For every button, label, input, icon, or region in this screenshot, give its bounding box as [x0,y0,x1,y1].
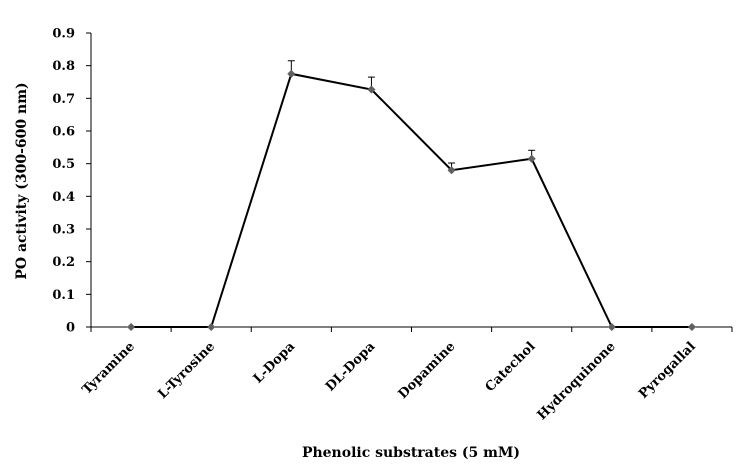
x-category-label: Catechol [483,339,539,395]
y-tick-label: 0.5 [52,157,75,172]
data-point [367,85,376,94]
data-point [126,322,136,332]
x-category-label: Tyramine [80,339,138,397]
data-point [687,322,697,332]
y-tick-label: 0.8 [52,59,75,74]
data-point [287,69,296,78]
series-line [131,72,692,328]
series [126,60,697,332]
x-category-label: L-Dopa [251,339,299,387]
x-category-label: Pyrogallal [636,339,699,402]
data-point [207,322,216,332]
x-axis-title: Phenolic substrates (5 mM) [302,445,520,461]
y-tick-label: 0.7 [52,92,75,107]
y-tick-label: 0.4 [52,190,75,205]
y-tick-label: 0.9 [52,27,75,42]
x-category-label: DL-Dopa [323,339,379,395]
data-point [607,322,616,332]
y-tick-label: 0 [66,321,75,336]
y-tick-label: 0.6 [52,125,75,140]
x-category-label: Dopamine [396,339,459,402]
data-point [447,166,456,175]
y-axis-title: PO activity (300-600 nm) [14,82,30,279]
y-tick-label: 0.3 [52,223,75,238]
x-axis: Tyramine L-Tyrosine L-Dopa DL-Dopa Dopamine C… [80,326,733,423]
x-category-label: Hydroquinone [535,339,619,423]
y-tick-label: 0.1 [52,288,75,303]
x-category-label: L-Tyrosine [155,339,218,402]
y-tick-label: 0.2 [52,255,75,270]
data-point [527,154,536,163]
y-axis: 0 0.1 0.2 0.3 0.4 0.5 0.6 0.7 0.8 0.9 [52,27,92,336]
